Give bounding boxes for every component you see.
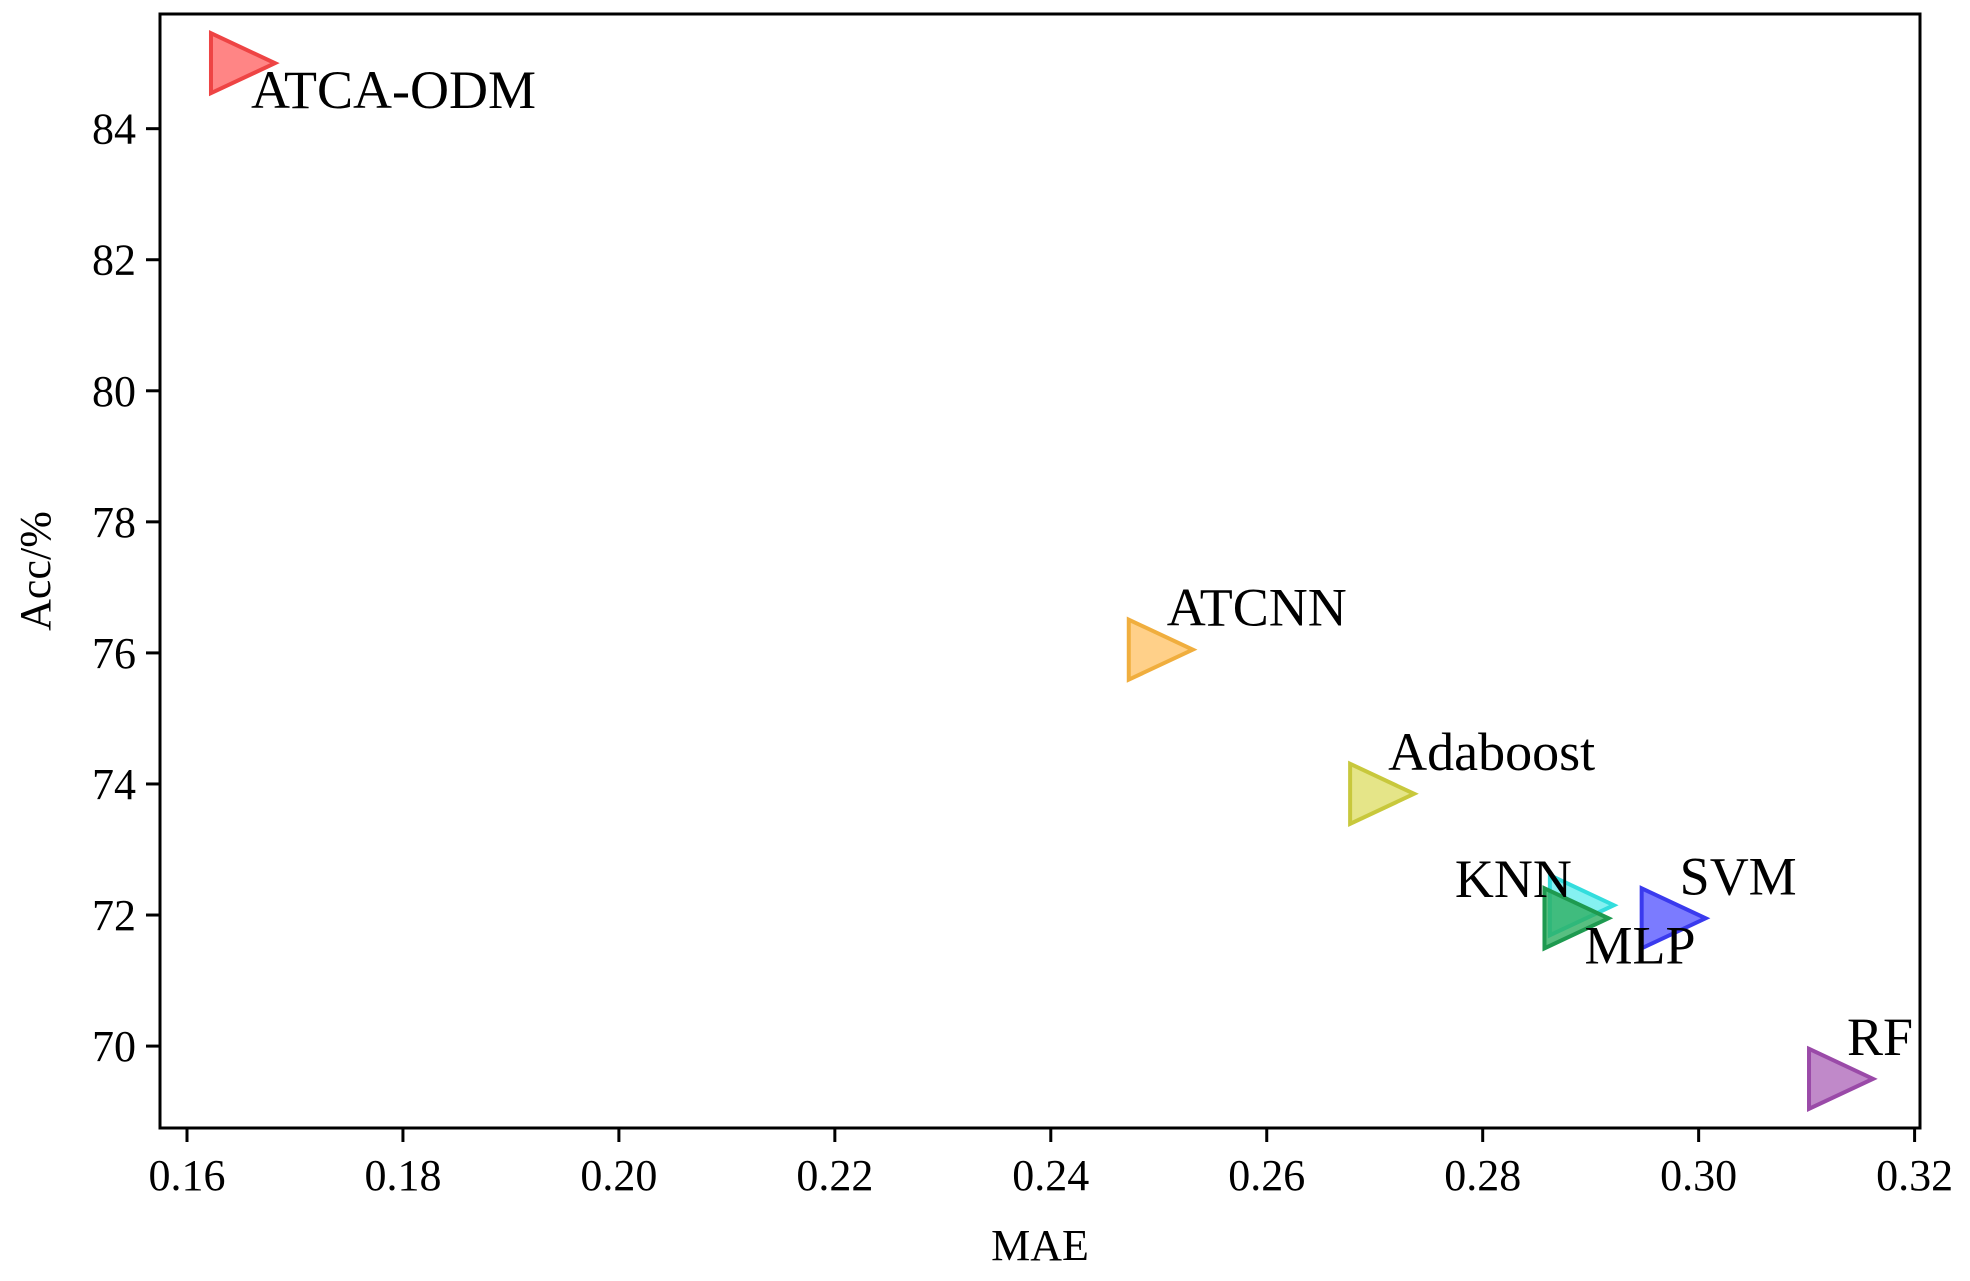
x-axis-ticks: 0.16 0.18 0.20 0.22 0.24 0.26 0.28 0.30 0.32 <box>148 1128 1953 1200</box>
y-axis-title: Acc/% <box>11 511 60 631</box>
y-tick-label: 72 <box>92 891 136 940</box>
x-tick-label: 0.32 <box>1876 1151 1953 1200</box>
x-tick-label: 0.28 <box>1444 1151 1521 1200</box>
x-tick-label: 0.16 <box>148 1151 225 1200</box>
marker-atca-odm <box>208 30 280 97</box>
label-svm: SVM <box>1680 846 1797 906</box>
x-tick-label: 0.22 <box>796 1151 873 1200</box>
y-tick-label: 76 <box>92 629 136 678</box>
x-axis-title: MAE <box>991 1221 1089 1270</box>
x-tick-label: 0.18 <box>364 1151 441 1200</box>
label-atca-odm: ATCA-ODM <box>251 60 536 120</box>
x-tick-label: 0.30 <box>1660 1151 1737 1200</box>
label-adaboost: Adaboost <box>1388 722 1595 782</box>
y-tick-label: 70 <box>92 1022 136 1071</box>
y-tick-label: 82 <box>92 236 136 285</box>
y-tick-label: 78 <box>92 498 136 547</box>
x-tick-label: 0.24 <box>1012 1151 1089 1200</box>
marker-atcnn <box>1126 616 1198 683</box>
y-tick-label: 80 <box>92 367 136 416</box>
marker-rf <box>1807 1045 1878 1112</box>
marker-svm <box>1639 885 1711 952</box>
marker-mlp <box>1542 885 1614 952</box>
y-tick-label: 74 <box>92 760 136 809</box>
y-tick-label: 84 <box>92 105 136 154</box>
label-rf: RF <box>1847 1007 1913 1067</box>
plot-area-frame <box>158 12 1922 1130</box>
y-axis-ticks: 70 72 74 76 78 80 82 84 <box>92 105 160 1071</box>
label-knn: KNN <box>1455 849 1572 909</box>
x-tick-label: 0.26 <box>1228 1151 1305 1200</box>
label-atcnn: ATCNN <box>1167 578 1347 638</box>
data-points <box>208 30 1878 1112</box>
label-mlp: MLP <box>1584 915 1695 975</box>
x-tick-label: 0.20 <box>580 1151 657 1200</box>
marker-adaboost <box>1348 760 1419 827</box>
